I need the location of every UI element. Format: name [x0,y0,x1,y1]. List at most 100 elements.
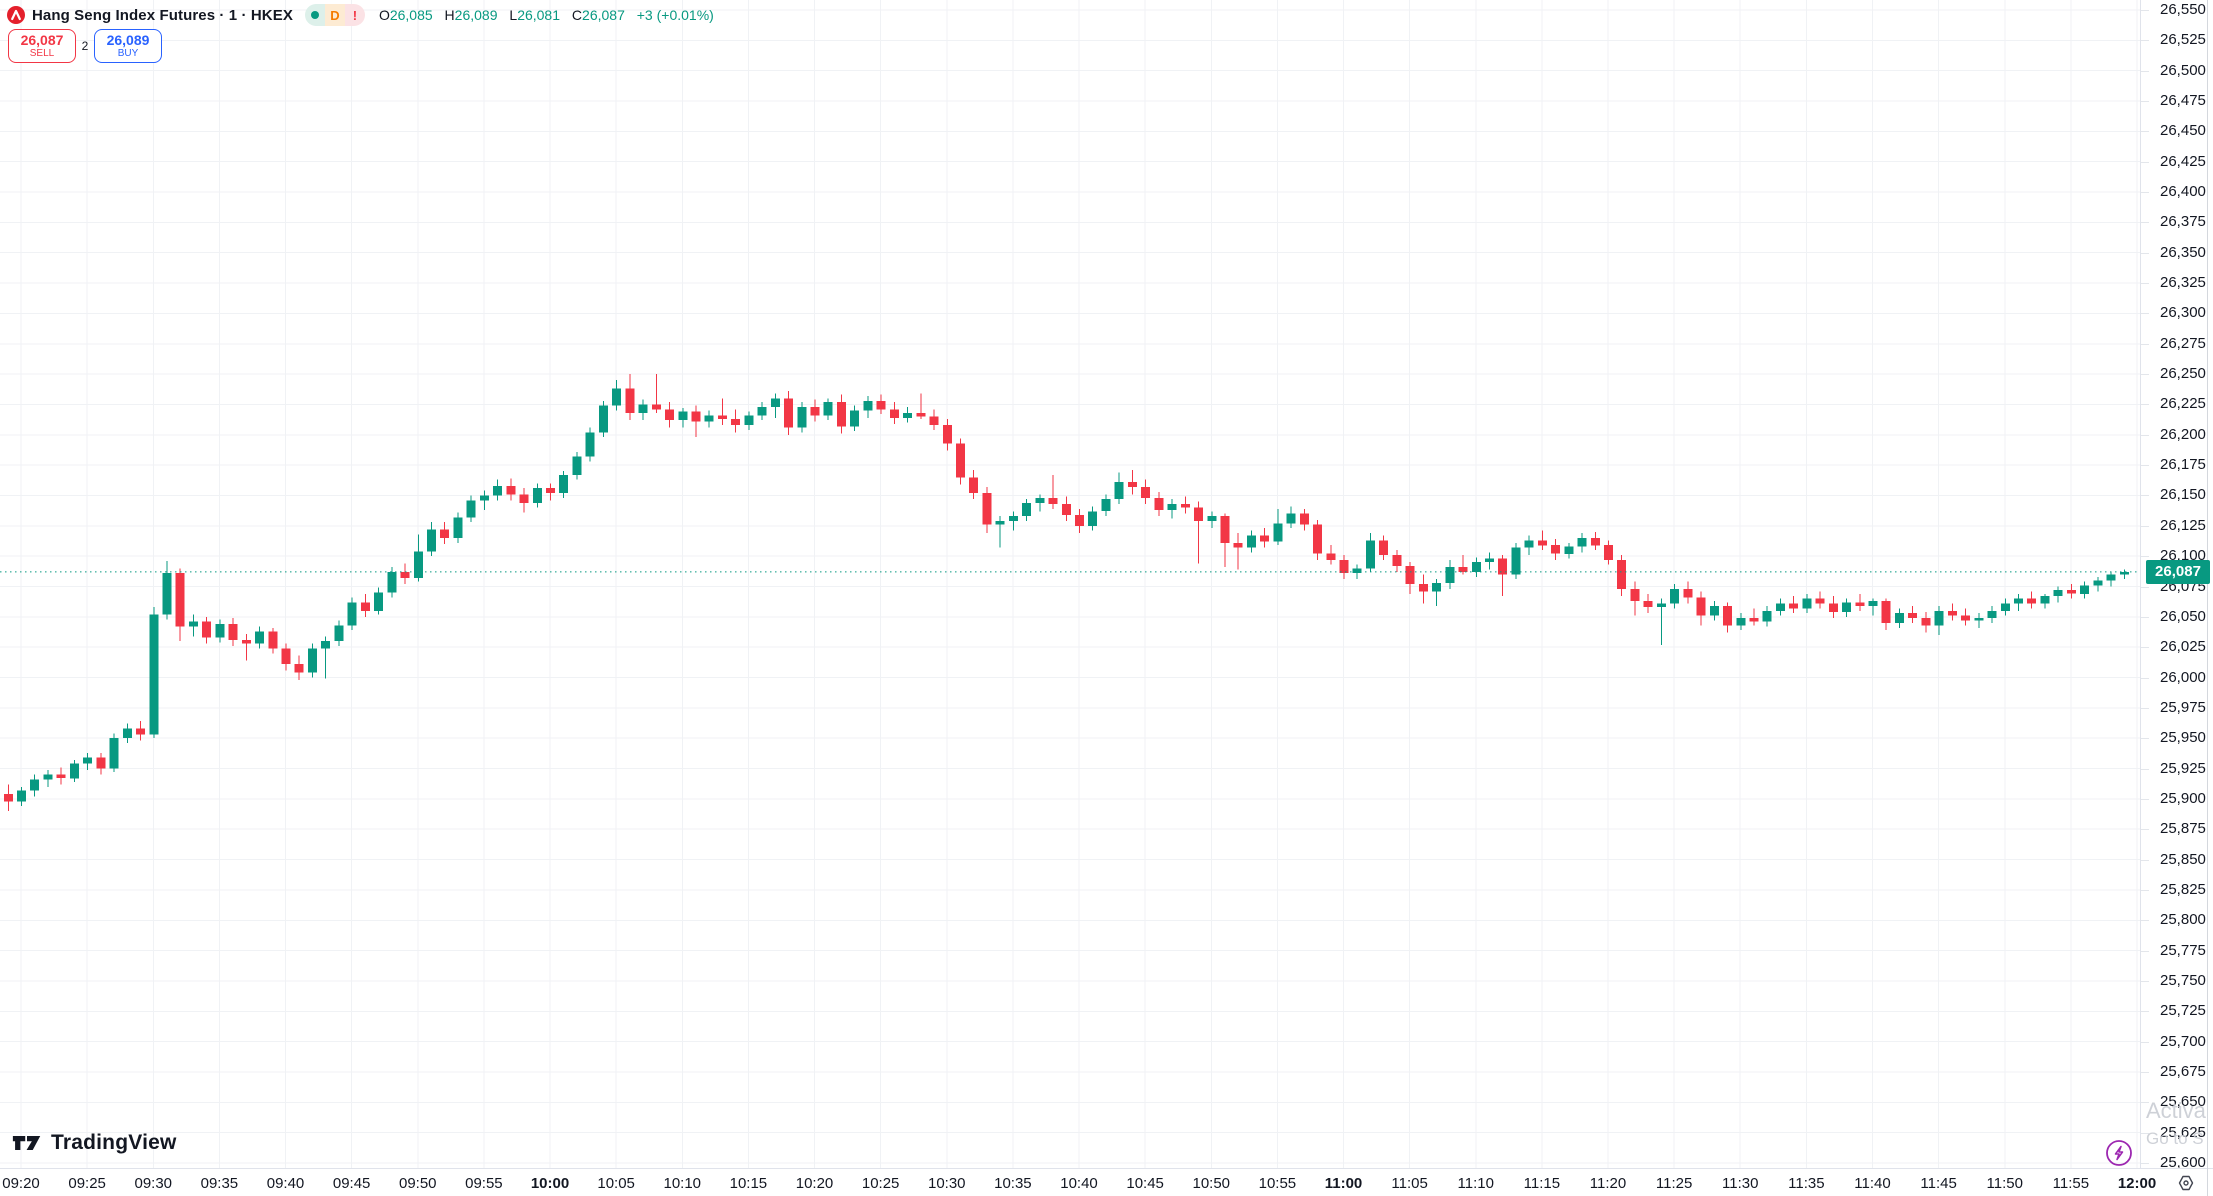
time-axis-label: 10:00 [530,1175,570,1192]
price-axis-label: 26,150 [2160,486,2206,504]
high-label: H [444,7,455,23]
price-axis-label: 26,450 [2160,122,2206,140]
time-axis-label: 09:50 [398,1175,437,1192]
price-axis-tick [2141,10,2149,11]
watermark-line1: Activa [2146,1098,2206,1123]
price-axis-label: 26,525 [2160,31,2206,49]
price-axis-tick [2141,1133,2149,1134]
time-axis-label: 11:50 [1986,1175,2023,1192]
time-axis-label: 10:35 [994,1175,1032,1192]
price-axis-label: 25,750 [2160,971,2206,989]
close-value: 26,087 [582,7,625,23]
price-axis-tick [2141,253,2149,254]
buy-button[interactable]: 26,089 BUY [94,29,162,63]
time-axis-label: 11:30 [1722,1175,1759,1192]
high-value: 26,089 [454,7,498,23]
price-axis-tick [2141,1163,2149,1164]
price-axis-tick [2141,587,2149,588]
axis-settings-gear-icon[interactable] [2176,1173,2196,1193]
price-axis-tick [2141,192,2149,193]
price-axis-tick [2141,101,2149,102]
ohlc-readout: O26,085 H26,089 L26,081 C26,087 +3 (+0.0… [379,7,714,23]
chart-legend: Hang Seng Index Futures · 1 · HKEX D ! O… [7,4,714,26]
price-axis-label: 26,300 [2160,304,2206,322]
price-axis-tick [2141,829,2149,830]
price-axis-tick [2141,1102,2149,1103]
price-axis-tick [2141,738,2149,739]
price-axis-tick [2141,465,2149,466]
time-axis-label: 09:45 [332,1175,371,1192]
trade-panel: 26,087 SELL 2 26,089 BUY [8,29,162,63]
broker-logo-glyph [11,9,21,21]
price-axis-label: 26,550 [2160,1,2206,18]
price-axis-tick [2141,1072,2149,1073]
price-axis-tick [2141,313,2149,314]
price-axis-label: 26,350 [2160,243,2206,261]
broker-logo-icon[interactable] [7,6,25,24]
lightning-icon[interactable] [2105,1139,2133,1167]
price-axis-tick [2141,617,2149,618]
time-axis-label: 11:25 [1655,1175,1693,1192]
low-label: L [509,7,518,23]
price-axis-label: 26,275 [2160,334,2206,352]
price-axis-tick [2141,1042,2149,1043]
time-axis-label: 10:30 [927,1175,966,1192]
window-edge-divider [2207,0,2208,1196]
price-axis-label: 26,500 [2160,61,2206,79]
candlestick-chart[interactable] [0,0,2140,1168]
time-axis-label: 09:25 [68,1175,106,1192]
watermark: Activa Go to S [2146,1096,2206,1152]
time-axis-label: 10:50 [1192,1175,1231,1192]
price-axis-tick [2141,283,2149,284]
time-axis-label: 11:55 [2052,1175,2090,1192]
tradingview-logo[interactable]: TradingView [12,1130,177,1156]
market-open-dot-icon [310,11,319,19]
alert-badge[interactable]: ! [344,4,365,26]
time-axis[interactable]: 09:20 09:25 09:30 09:35 09:40 09:45 09:50 09:55… [0,1168,2213,1196]
price-axis-tick [2141,799,2149,800]
market-status-badge[interactable] [304,4,325,26]
symbol-title[interactable]: Hang Seng Index Futures · 1 · HKEX [32,6,293,24]
price-axis-label: 25,775 [2160,941,2206,959]
price-axis-tick [2141,162,2149,163]
price-axis-tick [2141,708,2149,709]
change-value: +3 (+0.01%) [636,7,714,23]
price-axis-label: 25,825 [2160,880,2206,898]
time-axis-label: 10:10 [663,1175,702,1192]
price-axis-label: 25,950 [2160,729,2206,747]
price-axis-tick [2141,860,2149,861]
price-axis-label: 26,375 [2160,213,2206,231]
price-axis-tick [2141,435,2149,436]
time-axis-label: 11:20 [1589,1175,1627,1192]
open-value: 26,085 [389,7,433,23]
time-axis-label: 10:25 [861,1175,900,1192]
sell-price: 26,087 [20,32,64,48]
price-axis-label: 26,225 [2160,395,2206,413]
price-axis-label: 26,475 [2160,92,2206,110]
price-axis[interactable]: Activa Go to S 26,087 26,550 26,525 26,500… [2140,0,2213,1168]
price-axis-tick [2141,769,2149,770]
price-axis-label: 25,725 [2160,1002,2206,1020]
price-axis-label: 25,700 [2160,1032,2206,1050]
time-axis-label: 10:15 [729,1175,768,1192]
buy-price: 26,089 [106,32,150,48]
time-axis-label: 10:45 [1126,1175,1164,1192]
price-axis-label: 26,425 [2160,152,2206,170]
sell-button[interactable]: 26,087 SELL [8,29,76,63]
price-axis-label: 26,175 [2160,456,2206,474]
interval-badge[interactable]: D [324,4,345,26]
price-axis-label: 25,625 [2160,1123,2206,1141]
price-axis-label: 26,000 [2160,668,2206,686]
time-axis-label: 09:20 [2,1175,40,1192]
price-axis-tick [2141,374,2149,375]
price-axis-label: 25,900 [2160,789,2206,807]
status-pill: D ! [304,4,365,26]
price-axis-label: 26,250 [2160,365,2206,383]
time-axis-label: 12:00 [2117,1175,2157,1192]
price-axis-label: 26,200 [2160,425,2206,443]
price-axis-label: 26,125 [2160,516,2206,534]
price-axis-tick [2141,678,2149,679]
close-label: C [571,7,583,23]
price-axis-label: 25,975 [2160,698,2206,716]
